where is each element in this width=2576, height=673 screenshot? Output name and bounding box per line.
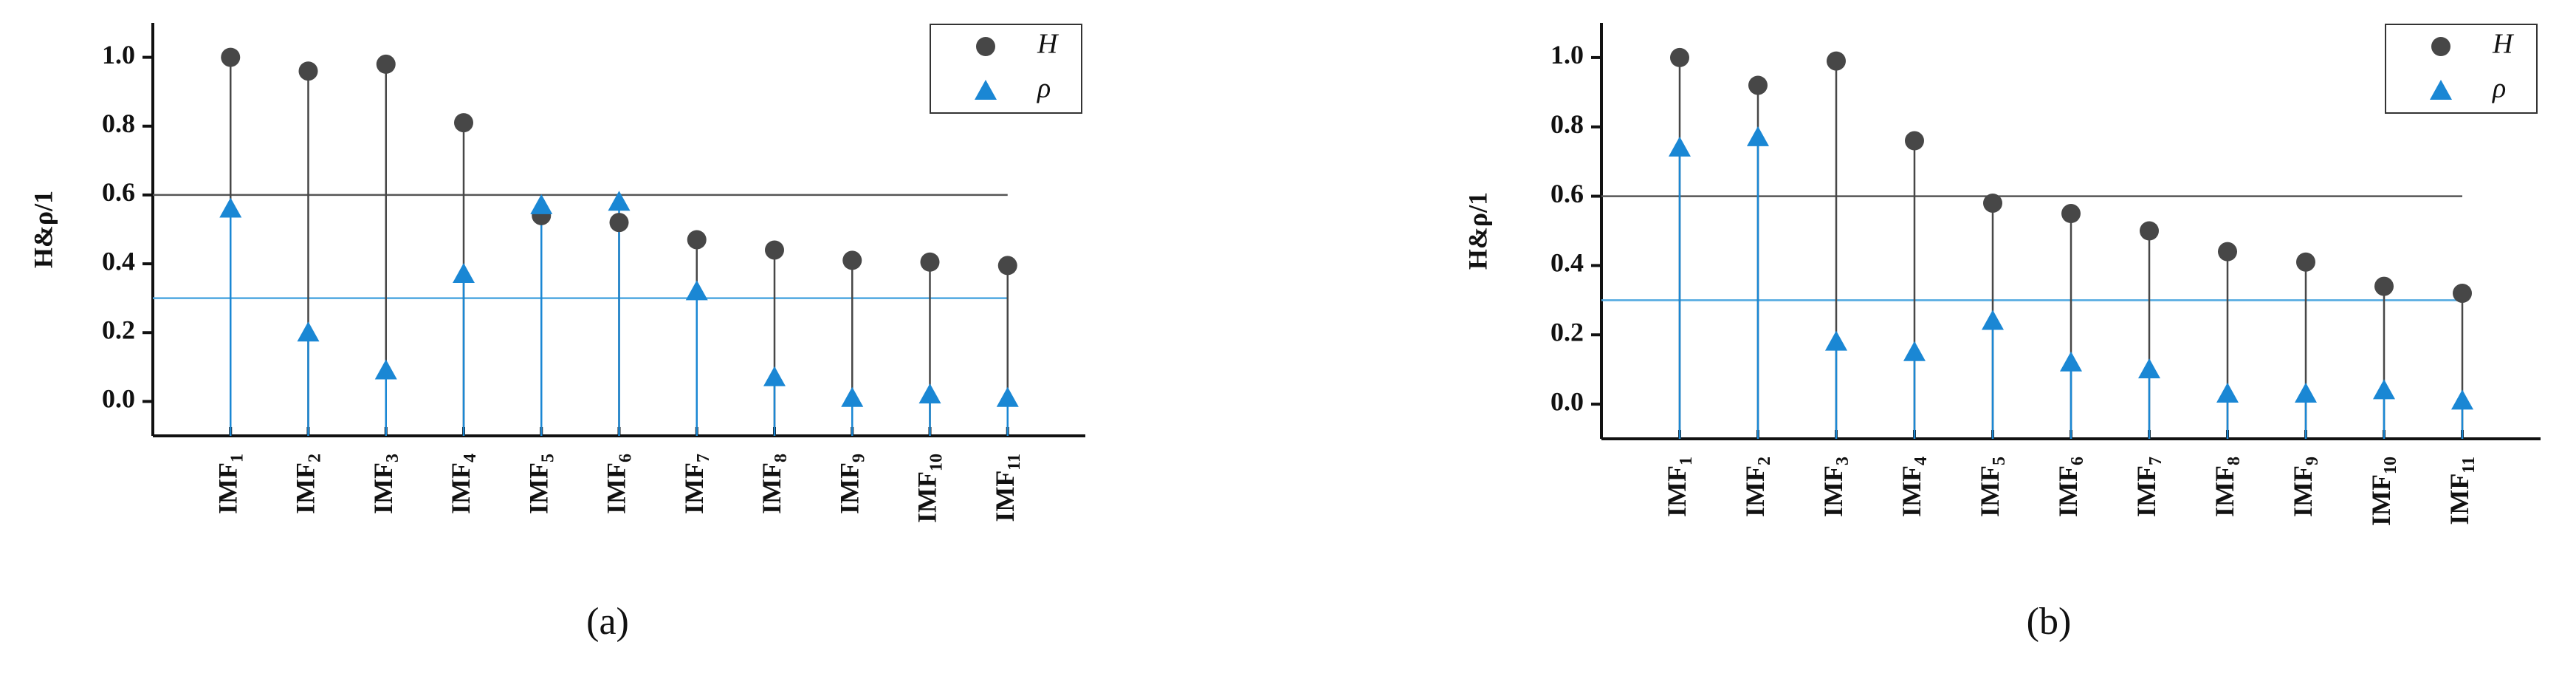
y-tick-label: 0.2	[102, 315, 135, 345]
data-point	[454, 113, 473, 133]
data-point	[297, 321, 320, 342]
x-tick-label: IMF4	[446, 454, 479, 514]
data-point	[2138, 358, 2160, 379]
data-point	[842, 250, 862, 270]
data-point	[2218, 242, 2237, 262]
data-point	[763, 366, 786, 386]
legend-label: ρ	[2492, 73, 2506, 104]
x-tick-label: IMF9	[835, 454, 868, 514]
x-tick-label: IMF1	[1662, 457, 1695, 517]
x-tick-label: IMF5	[524, 454, 557, 514]
y-tick-label: 1.0	[102, 40, 135, 69]
y-tick-label: 0.4	[102, 246, 135, 276]
y-tick-label: 1.0	[1550, 40, 1584, 69]
x-tick-label: IMF4	[1897, 457, 1930, 517]
y-tick-label: 0.0	[1550, 386, 1584, 416]
data-point	[2374, 276, 2394, 296]
data-point	[1747, 126, 1769, 146]
x-tick-label: IMF3	[1818, 457, 1852, 517]
y-tick-label: 0.4	[1550, 248, 1584, 278]
caption: (a)	[586, 601, 629, 643]
x-tick-label: IMF7	[679, 454, 712, 514]
legend-marker	[976, 37, 995, 56]
caption: (b)	[2027, 601, 2072, 643]
x-tick-label: IMF3	[368, 454, 402, 514]
y-tick-label: 0.8	[1550, 109, 1584, 139]
data-point	[920, 252, 940, 272]
data-point	[1669, 136, 1691, 157]
data-point	[997, 256, 1017, 276]
x-tick-label: IMF11	[2445, 457, 2478, 525]
legend-marker	[2430, 80, 2452, 100]
data-point	[298, 61, 318, 81]
y-tick-label: 0.6	[1550, 179, 1584, 208]
data-point	[530, 194, 553, 214]
y-tick-label: 0.0	[102, 384, 135, 414]
data-point	[2061, 204, 2081, 224]
data-point	[765, 240, 784, 260]
data-point	[219, 197, 242, 218]
data-point	[608, 191, 631, 211]
data-point	[1905, 131, 1924, 151]
legend-label: H	[2492, 29, 2515, 60]
data-point	[2295, 383, 2317, 403]
data-point	[685, 280, 708, 301]
y-tick-label: 0.2	[1550, 318, 1584, 347]
x-tick-label: IMF8	[757, 454, 790, 514]
legend-box	[930, 24, 1082, 114]
x-tick-label: IMF6	[2053, 457, 2086, 517]
x-tick-label: IMF2	[291, 454, 324, 514]
x-tick-label: IMF10	[2366, 457, 2400, 526]
x-tick-label: IMF9	[2288, 457, 2321, 517]
x-tick-label: IMF2	[1740, 457, 1773, 517]
legend-marker	[975, 80, 997, 100]
data-point	[2060, 351, 2082, 372]
y-axis-label: H&ρ/1	[1463, 192, 1492, 270]
legend-label: H	[1037, 29, 1059, 60]
data-point	[1825, 330, 1847, 351]
data-point	[376, 54, 396, 74]
x-tick-label: IMF7	[2132, 457, 2165, 517]
data-point	[2373, 379, 2395, 400]
data-point	[2140, 221, 2159, 241]
data-point	[2216, 383, 2239, 403]
data-point	[609, 213, 629, 233]
data-point	[1827, 51, 1846, 71]
x-tick-label: IMF11	[990, 454, 1023, 522]
data-point	[1983, 193, 2002, 213]
data-point	[1903, 341, 1926, 361]
x-tick-label: IMF6	[602, 454, 635, 514]
legend-label: ρ	[1037, 73, 1051, 104]
data-point	[841, 386, 864, 407]
data-point	[1982, 310, 2004, 330]
data-point	[918, 383, 941, 404]
legend-marker	[2431, 37, 2450, 56]
y-axis-label: H&ρ/1	[28, 191, 58, 268]
data-point	[2453, 283, 2472, 303]
data-point	[221, 47, 241, 67]
x-tick-label: IMF10	[913, 454, 946, 523]
legend-box	[2385, 24, 2538, 114]
x-tick-label: IMF8	[2210, 457, 2243, 517]
y-tick-label: 0.8	[102, 109, 135, 138]
data-point	[453, 263, 475, 284]
data-point	[996, 386, 1019, 407]
data-point	[1670, 47, 1689, 67]
data-point	[2296, 252, 2315, 272]
y-tick-label: 0.6	[102, 177, 135, 207]
x-tick-label: IMF1	[213, 454, 247, 514]
x-tick-label: IMF5	[1975, 457, 2008, 517]
data-point	[374, 359, 397, 380]
data-point	[687, 230, 707, 250]
data-point	[1748, 75, 1768, 95]
data-point	[2451, 389, 2473, 410]
